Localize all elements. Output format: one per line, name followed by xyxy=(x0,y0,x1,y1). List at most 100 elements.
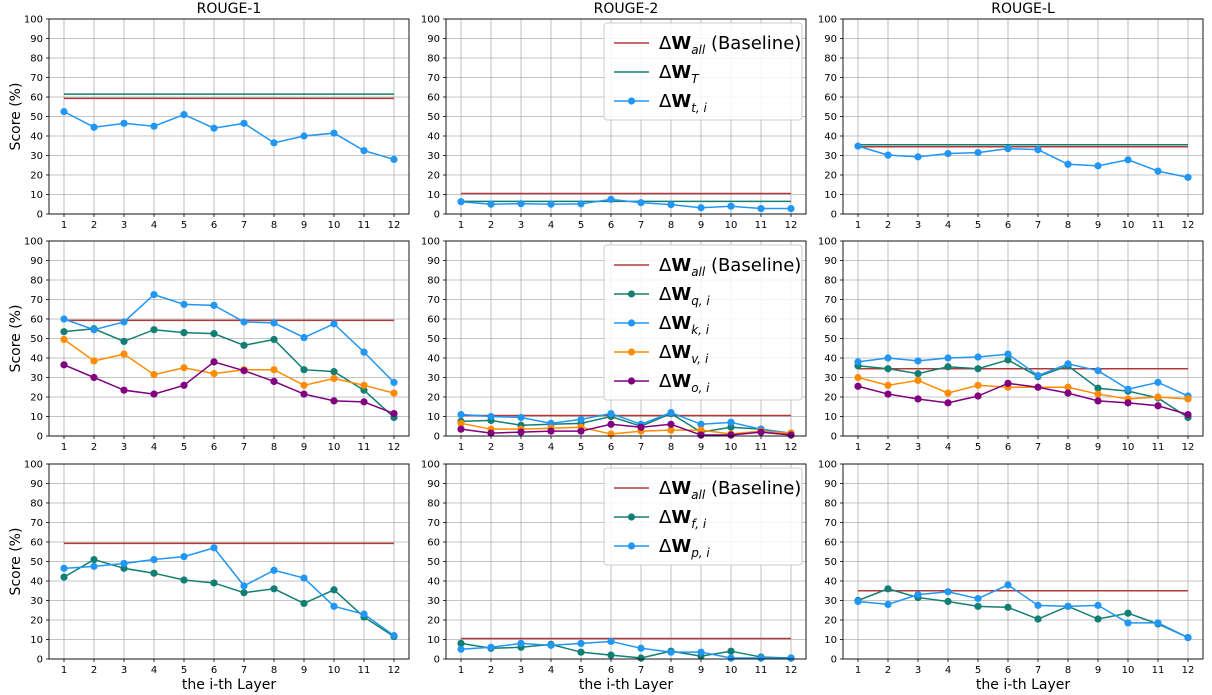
x-tick-label: 4 xyxy=(151,665,157,676)
y-tick-label: 30 xyxy=(427,151,440,162)
data-point xyxy=(1064,602,1072,610)
data-point xyxy=(517,200,525,208)
axes-frame xyxy=(842,240,1204,437)
y-tick-label: 50 xyxy=(30,334,43,345)
data-point xyxy=(1154,167,1162,175)
data-point xyxy=(944,354,952,362)
data-point xyxy=(1094,384,1102,392)
x-tick-label: 7 xyxy=(241,442,247,453)
data-point xyxy=(974,602,982,610)
x-tick-label: 11 xyxy=(1152,665,1165,676)
x-tick-label: 12 xyxy=(785,220,798,231)
series-line xyxy=(63,361,395,415)
x-tick-label: 9 xyxy=(1095,220,1101,231)
y-tick-label: 90 xyxy=(427,256,440,267)
data-point xyxy=(487,643,495,651)
x-tick-label: 2 xyxy=(885,665,891,676)
data-point xyxy=(180,300,188,308)
x-tick-label: 3 xyxy=(915,665,921,676)
x-tick-label: 9 xyxy=(1095,665,1101,676)
y-tick-label: 60 xyxy=(824,93,837,104)
y-tick-label: 50 xyxy=(30,112,43,123)
data-point xyxy=(884,585,892,593)
legend-entry: ΔWall (Baseline) xyxy=(659,33,801,57)
y-tick-label: 60 xyxy=(427,93,440,104)
y-tick-label: 90 xyxy=(824,34,837,45)
y-tick-label: 0 xyxy=(434,655,440,666)
data-point xyxy=(210,358,218,366)
data-point xyxy=(390,155,398,163)
data-point xyxy=(1094,162,1102,170)
legend: ΔWall (Baseline) ΔWf, i ΔWp, i xyxy=(603,467,803,566)
data-point xyxy=(607,430,615,438)
series-line xyxy=(460,412,792,435)
data-point xyxy=(577,648,585,656)
series-line xyxy=(63,327,395,419)
data-point xyxy=(914,591,922,599)
data-point xyxy=(1154,402,1162,410)
axes-frame xyxy=(445,240,807,437)
y-tick-label: 70 xyxy=(30,295,43,306)
y-axis-label: Score (%) xyxy=(8,83,24,151)
x-tick-label: 4 xyxy=(548,442,554,453)
y-tick-label: 100 xyxy=(24,460,43,471)
legend-entry: ΔWp, i xyxy=(659,536,710,560)
data-point xyxy=(60,108,68,116)
x-tick-label: 2 xyxy=(91,220,97,231)
data-point xyxy=(1184,410,1192,419)
data-point xyxy=(300,390,308,398)
data-point xyxy=(360,610,368,618)
data-point xyxy=(180,381,188,389)
data-point xyxy=(90,123,98,131)
data-point xyxy=(360,398,368,406)
data-point xyxy=(1094,390,1102,398)
legend-entry: ΔWt, i xyxy=(659,91,708,115)
data-point xyxy=(457,639,465,648)
y-tick-label: 30 xyxy=(30,151,43,162)
data-point xyxy=(300,381,308,389)
y-tick-label: 80 xyxy=(427,276,440,287)
data-point xyxy=(1124,385,1132,393)
x-tick-label: 11 xyxy=(358,220,371,231)
data-point xyxy=(1034,371,1042,380)
y-tick-label: 100 xyxy=(818,15,837,26)
data-point xyxy=(637,654,645,662)
legend-marker xyxy=(627,348,636,356)
series-line xyxy=(460,642,792,659)
y-tick-label: 40 xyxy=(30,132,43,143)
data-point xyxy=(180,553,188,561)
series-line xyxy=(857,359,1189,419)
y-tick-label: 30 xyxy=(30,373,43,384)
series-line xyxy=(857,584,1189,639)
y-tick-label: 40 xyxy=(427,354,440,365)
y-tick-label: 0 xyxy=(831,655,837,666)
data-point xyxy=(667,420,675,428)
x-tick-label: 12 xyxy=(785,665,798,676)
data-point xyxy=(854,358,862,366)
legend-marker xyxy=(627,290,636,298)
x-tick-label: 1 xyxy=(855,220,861,231)
x-tick-label: 9 xyxy=(1095,442,1101,453)
data-point xyxy=(1184,173,1192,181)
data-point xyxy=(240,119,248,127)
legend: ΔWall (Baseline) ΔWq, i ΔWk, i ΔWv, i ΔWo, i xyxy=(603,244,803,401)
data-point xyxy=(120,337,128,346)
legend-box xyxy=(603,244,803,401)
y-tick-label: 70 xyxy=(824,73,837,84)
y-tick-label: 100 xyxy=(421,15,440,26)
data-point xyxy=(727,654,735,662)
data-point xyxy=(1004,350,1012,358)
data-point xyxy=(854,597,862,606)
x-tick-label: 4 xyxy=(945,442,951,453)
data-point xyxy=(974,392,982,400)
x-tick-label: 6 xyxy=(608,220,614,231)
series-line xyxy=(460,640,791,659)
x-tick-label: 6 xyxy=(211,442,217,453)
data-point xyxy=(607,637,615,646)
x-tick-label: 4 xyxy=(548,665,554,676)
y-tick-label: 90 xyxy=(824,479,837,490)
y-axis-label: Score (%) xyxy=(8,305,24,373)
data-point xyxy=(914,370,922,378)
data-point xyxy=(637,423,645,431)
x-tick-label: 2 xyxy=(91,665,97,676)
